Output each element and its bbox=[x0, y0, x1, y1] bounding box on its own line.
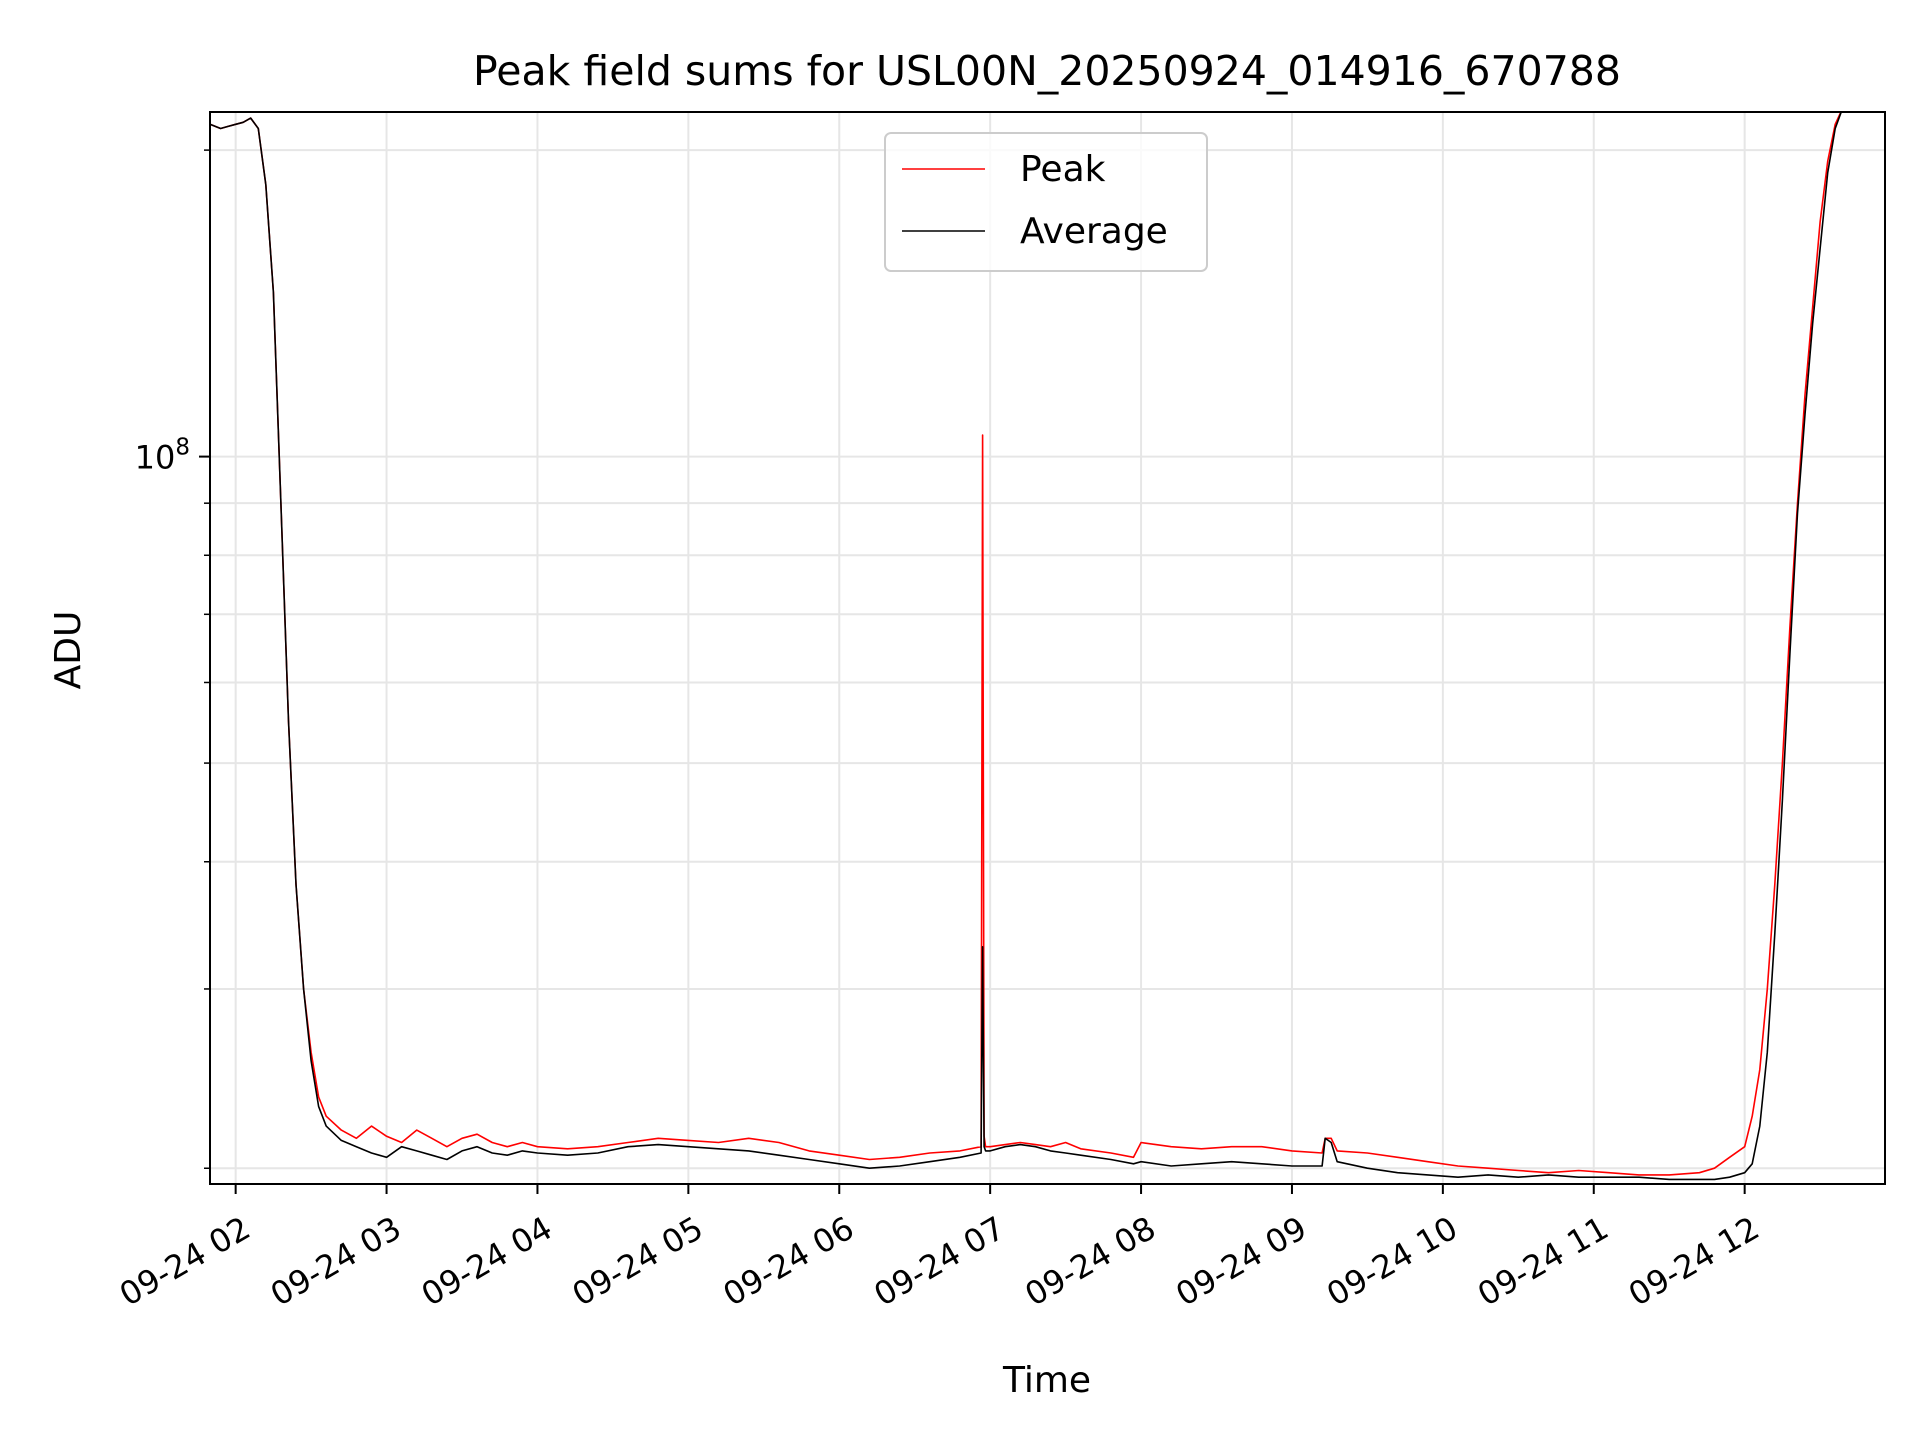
legend-peak-label: Peak bbox=[1020, 149, 1106, 190]
y-axis-label: ADU bbox=[48, 611, 89, 690]
chart-title: Peak field sums for USL00N_20250924_0149… bbox=[473, 47, 1621, 95]
y-axis: 108 bbox=[135, 149, 210, 1169]
series-line-average bbox=[210, 112, 1843, 1181]
x-axis-label: Time bbox=[1002, 1360, 1091, 1401]
plot-frame bbox=[209, 111, 1886, 1185]
legend-box bbox=[884, 132, 1208, 272]
y-tick-exponent: 8 bbox=[175, 435, 190, 461]
grid bbox=[210, 112, 1885, 1184]
legend-average-label: Average bbox=[1020, 211, 1168, 252]
series-layer bbox=[210, 112, 1843, 1181]
legend: Peak Average bbox=[884, 132, 1208, 272]
y-tick-base: 10 bbox=[135, 439, 176, 477]
series-line-peak bbox=[210, 112, 1842, 1176]
y-tick-label: 108 bbox=[135, 435, 190, 477]
